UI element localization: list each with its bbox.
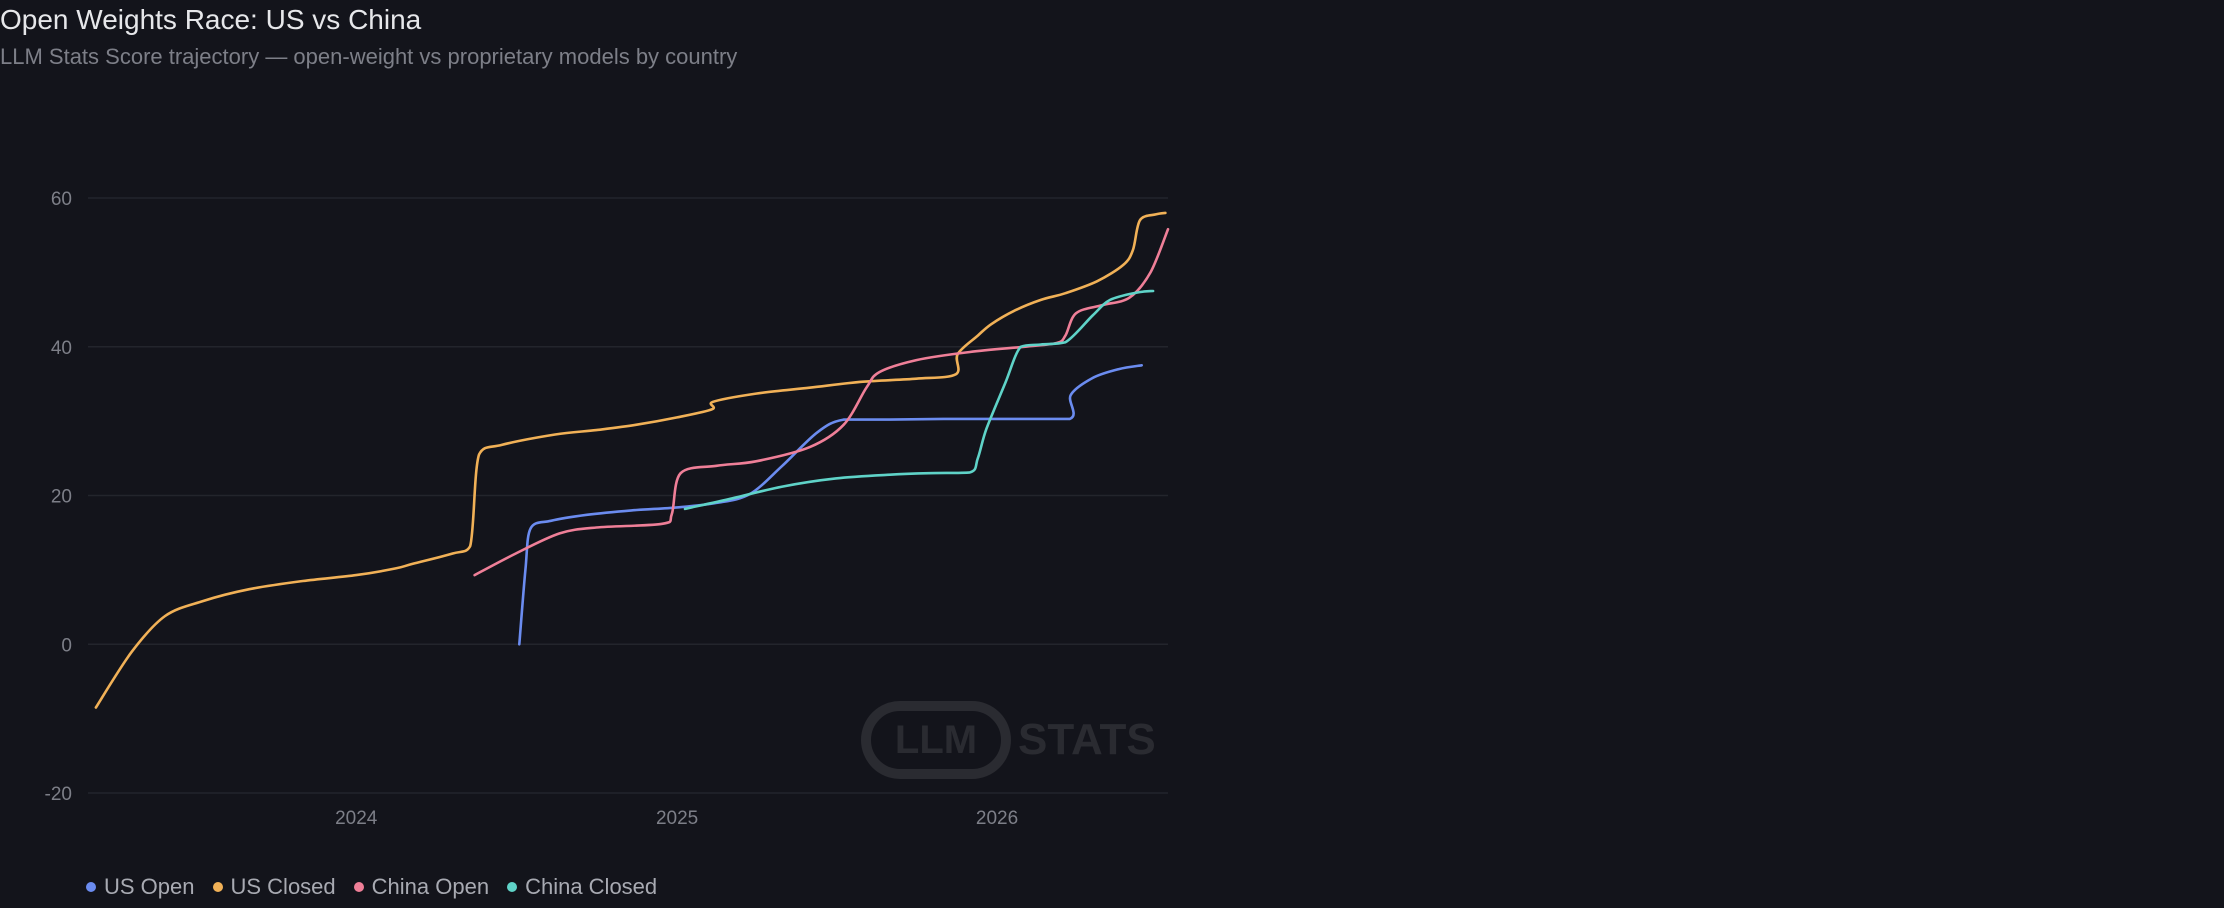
x-tick-label: 2026	[976, 808, 1018, 829]
x-tick-label: 2025	[656, 808, 698, 829]
y-tick-label: 40	[51, 338, 72, 359]
watermark-badge-outline	[861, 701, 1011, 779]
y-tick-label: 60	[51, 189, 72, 210]
chart-legend: US Open US Closed China Open China Closed	[86, 874, 657, 900]
legend-item-us-closed[interactable]: US Closed	[212, 874, 336, 900]
series-line-us-closed[interactable]	[94, 211, 1167, 709]
x-tick-label: 2024	[335, 808, 378, 829]
legend-label: China Open	[371, 874, 490, 899]
series-line-china-open[interactable]	[473, 227, 1170, 577]
y-tick-label: 20	[51, 487, 72, 508]
legend-label: US Open	[104, 874, 195, 899]
llm-stats-watermark: LLM STATS	[861, 701, 1156, 779]
series-line-china-closed[interactable]	[683, 289, 1155, 511]
legend-item-china-open[interactable]: China Open	[353, 874, 490, 900]
y-tick-label: -20	[45, 784, 72, 805]
legend-label: US Closed	[230, 874, 336, 899]
watermark-text: STATS	[1018, 715, 1156, 764]
legend-item-us-open[interactable]: US Open	[86, 874, 195, 900]
chart-subtitle: LLM Stats Score trajectory — open-weight…	[0, 44, 738, 69]
legend-dot-icon	[353, 882, 364, 892]
grid-lines	[88, 197, 1168, 794]
y-tick-label: 0	[61, 635, 72, 656]
watermark-badge-text: LLM	[895, 718, 977, 762]
chart-title: Open Weights Race: US vs China	[0, 4, 422, 35]
x-axis-ticks: 2024 2025 2026	[335, 808, 1018, 829]
series-line-us-open[interactable]	[518, 364, 1143, 646]
legend-label: China Closed	[525, 874, 658, 899]
legend-item-china-closed[interactable]: China Closed	[507, 874, 657, 900]
legend-dot-icon	[86, 882, 96, 892]
series-lines	[94, 211, 1170, 709]
y-axis-ticks: -20 0 20 40 60	[45, 189, 72, 805]
legend-dot-icon	[212, 882, 223, 892]
legend-dot-icon	[507, 882, 518, 892]
